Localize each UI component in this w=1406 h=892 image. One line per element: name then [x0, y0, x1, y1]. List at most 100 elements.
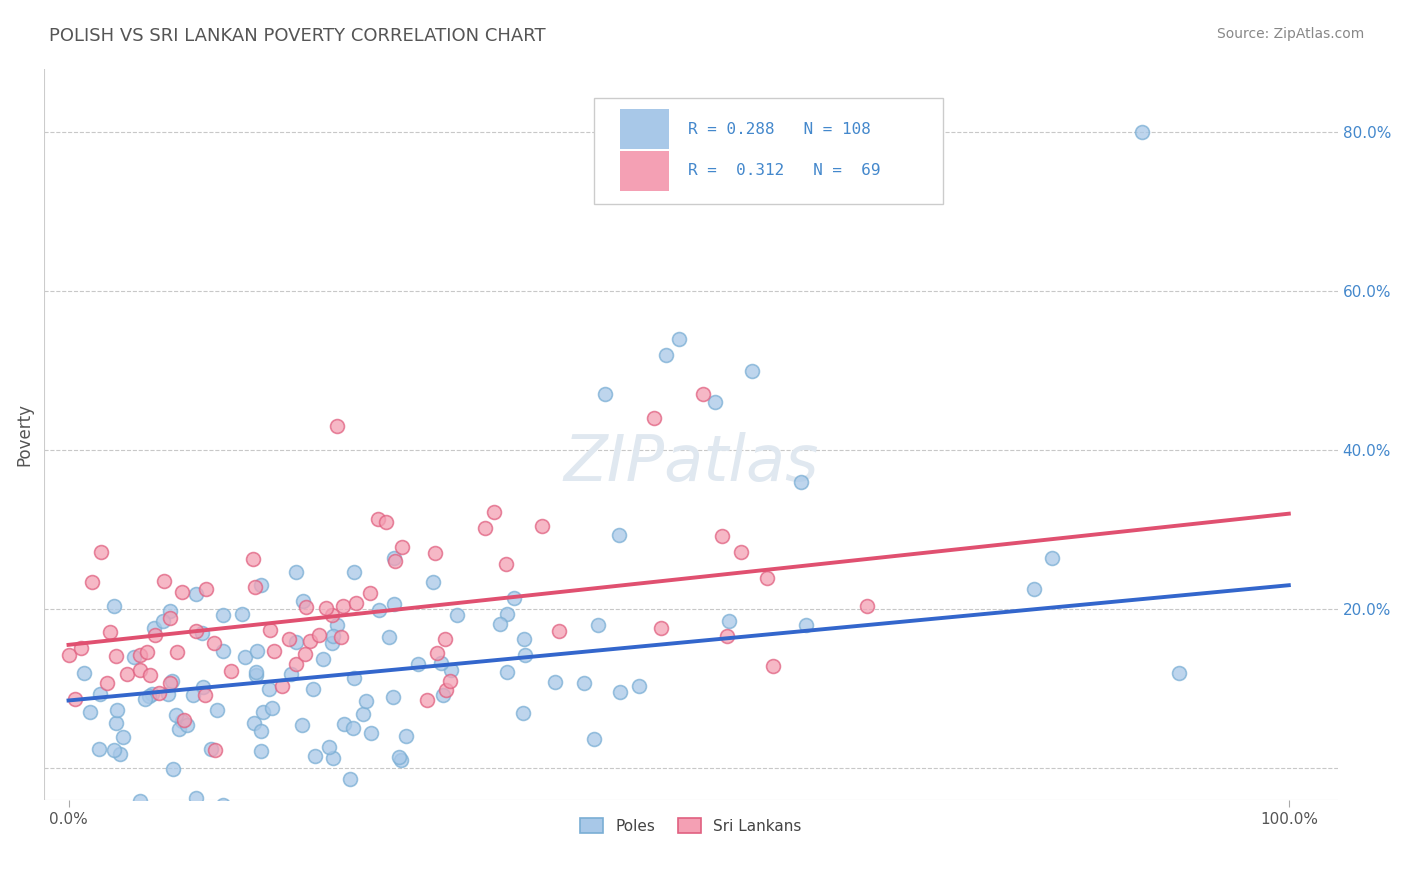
- Point: [321, 636, 343, 650]
- Point: [495, 607, 517, 621]
- Point: [153, 574, 176, 588]
- Point: [134, 691, 156, 706]
- Point: [249, 743, 271, 757]
- Point: [716, 629, 738, 643]
- Point: [285, 566, 308, 580]
- Point: [212, 608, 235, 623]
- FancyBboxPatch shape: [620, 110, 669, 149]
- Point: [136, 645, 159, 659]
- Point: [249, 578, 271, 592]
- Point: [193, 681, 215, 695]
- Point: [302, 681, 325, 696]
- Point: [152, 614, 174, 628]
- Y-axis label: Poverty: Poverty: [15, 402, 32, 466]
- Point: [440, 663, 463, 677]
- Point: [655, 348, 678, 362]
- Point: [391, 541, 413, 555]
- Point: [374, 515, 396, 529]
- Point: [710, 529, 733, 543]
- Point: [326, 419, 349, 434]
- Point: [482, 505, 505, 519]
- Point: [159, 676, 181, 690]
- Point: [129, 648, 152, 662]
- Point: [219, 665, 242, 679]
- Point: [184, 791, 207, 805]
- Point: [278, 632, 301, 647]
- Point: [103, 599, 125, 613]
- Point: [96, 676, 118, 690]
- Point: [329, 631, 352, 645]
- Point: [513, 632, 536, 646]
- Point: [108, 747, 131, 761]
- Point: [291, 718, 314, 732]
- Point: [595, 387, 617, 401]
- Point: [243, 715, 266, 730]
- Point: [434, 682, 457, 697]
- Point: [245, 668, 267, 682]
- Point: [270, 679, 292, 693]
- Point: [368, 603, 391, 617]
- Point: [204, 743, 226, 757]
- Point: [312, 652, 335, 666]
- Point: [165, 707, 187, 722]
- Point: [202, 636, 225, 650]
- Point: [430, 657, 453, 671]
- Point: [422, 574, 444, 589]
- Point: [181, 688, 204, 702]
- Point: [1132, 125, 1154, 139]
- Point: [333, 717, 356, 731]
- Point: [856, 599, 879, 614]
- Point: [159, 611, 181, 625]
- Point: [184, 587, 207, 601]
- Point: [82, 575, 104, 590]
- Point: [242, 552, 264, 566]
- Point: [381, 690, 404, 704]
- Point: [122, 650, 145, 665]
- Point: [332, 599, 354, 613]
- Text: R = 0.288   N = 108: R = 0.288 N = 108: [689, 121, 872, 136]
- Point: [304, 749, 326, 764]
- Point: [322, 629, 344, 643]
- Point: [194, 582, 217, 596]
- Point: [384, 554, 406, 568]
- Point: [170, 585, 193, 599]
- Point: [343, 565, 366, 579]
- Point: [294, 600, 316, 615]
- Point: [298, 634, 321, 648]
- Point: [495, 665, 517, 679]
- Point: [162, 762, 184, 776]
- FancyBboxPatch shape: [620, 151, 669, 191]
- Point: [416, 693, 439, 707]
- Point: [159, 604, 181, 618]
- Point: [643, 411, 665, 425]
- Point: [263, 644, 285, 658]
- Point: [172, 714, 194, 728]
- Point: [583, 732, 606, 747]
- Point: [79, 706, 101, 720]
- Point: [432, 688, 454, 702]
- Point: [89, 687, 111, 701]
- Point: [58, 648, 80, 662]
- Point: [339, 772, 361, 787]
- Text: ZIPatlas: ZIPatlas: [564, 433, 818, 494]
- Point: [294, 648, 316, 662]
- Point: [308, 628, 330, 642]
- Point: [107, 703, 129, 717]
- Point: [326, 618, 349, 632]
- Point: [318, 740, 340, 755]
- Point: [212, 797, 235, 812]
- Point: [280, 666, 302, 681]
- Point: [1040, 551, 1063, 566]
- Point: [89, 741, 111, 756]
- Point: [342, 722, 364, 736]
- Point: [352, 706, 374, 721]
- Point: [69, 640, 91, 655]
- Point: [1022, 582, 1045, 597]
- Point: [139, 667, 162, 681]
- Point: [73, 665, 96, 680]
- Point: [543, 675, 565, 690]
- Point: [90, 544, 112, 558]
- FancyBboxPatch shape: [593, 98, 943, 203]
- Point: [160, 674, 183, 689]
- Point: [406, 657, 429, 671]
